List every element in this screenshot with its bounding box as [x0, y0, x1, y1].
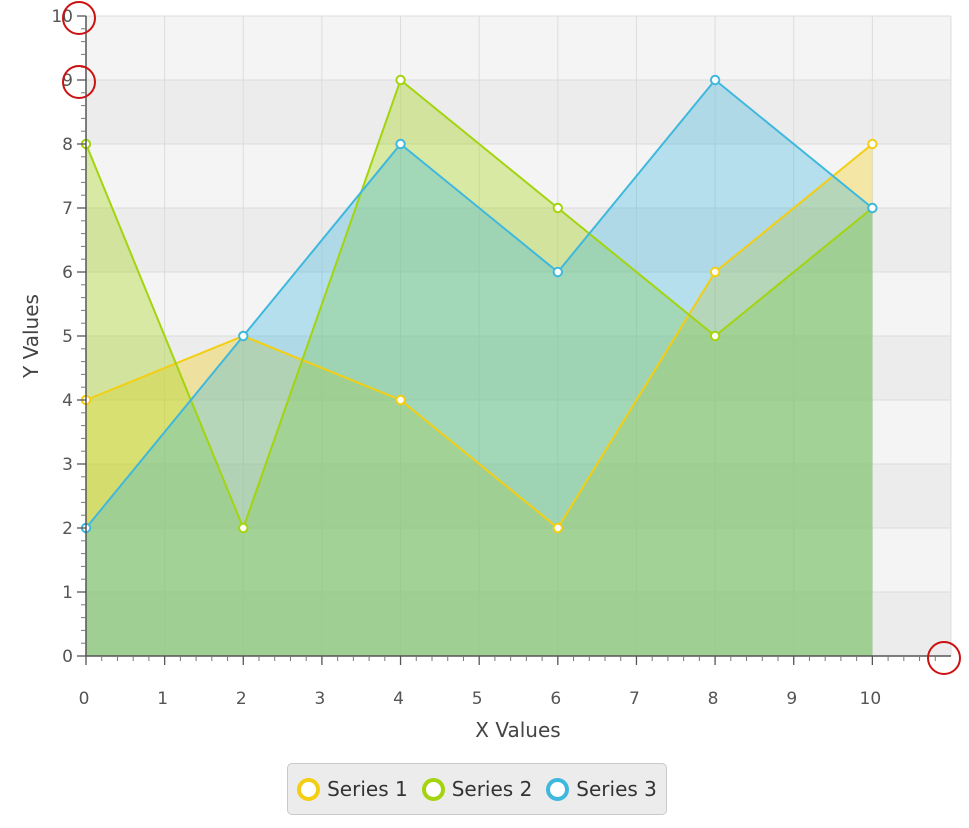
y-tick-label: 5: [62, 327, 73, 347]
data-point-series-3[interactable]: [709, 74, 721, 86]
y-tick-label: 8: [62, 135, 73, 155]
y-tick-label: 0: [62, 647, 73, 667]
line-series-1: [85, 143, 873, 530]
legend-symbol-icon: [421, 777, 445, 801]
data-point-series-3[interactable]: [238, 330, 249, 342]
x-tick-label: 2: [236, 689, 247, 709]
line-series-3: [85, 78, 873, 529]
data-point-series-3[interactable]: [867, 202, 878, 214]
x-tick-label: 1: [157, 689, 168, 709]
data-point-series-2[interactable]: [238, 522, 249, 534]
x-tick-label: 5: [472, 689, 483, 709]
legend-item-series-1[interactable]: Series 1: [297, 777, 408, 801]
highlight-circle: [927, 641, 961, 675]
line-series-2: [85, 78, 873, 531]
legend-label: Series 1: [327, 777, 408, 801]
series-lines: [85, 78, 873, 531]
series-areas: [86, 80, 873, 656]
legend-item-series-3[interactable]: Series 3: [546, 777, 657, 801]
highlight-markers: [62, 1, 961, 675]
legend-symbol-icon: [546, 777, 570, 801]
legend-symbol-icon: [297, 777, 321, 801]
area-series-2: [86, 80, 873, 656]
x-tick-label: 8: [708, 689, 719, 709]
x-tick-label: 9: [786, 689, 797, 709]
y-tick-label: 9: [62, 71, 73, 91]
data-point-series-1[interactable]: [867, 138, 878, 150]
data-point-series-1[interactable]: [552, 522, 564, 534]
legend: Series 1 Series 2 Series 3: [287, 763, 667, 815]
grid-band: [86, 336, 951, 400]
grid-band: [86, 592, 951, 656]
highlight-circle: [62, 65, 96, 99]
data-point-series-2[interactable]: [552, 202, 564, 214]
y-tick-label: 7: [62, 199, 73, 219]
x-tick-label: 0: [79, 689, 90, 709]
highlight-circle: [62, 1, 96, 35]
data-point-series-1[interactable]: [395, 394, 406, 406]
y-tick-label: 3: [62, 455, 73, 475]
y-tick-label: 6: [62, 263, 73, 283]
area-series-1: [86, 144, 873, 656]
x-tick-label: 4: [393, 689, 404, 709]
data-point-series-3[interactable]: [395, 138, 406, 150]
x-axis-title: X Values: [475, 718, 560, 742]
data-point-series-1[interactable]: [709, 266, 721, 278]
y-tick-label: 2: [62, 519, 73, 539]
x-tick-label: 10: [860, 689, 882, 709]
y-tick-label: 1: [62, 583, 73, 603]
x-tick-label: 3: [314, 689, 325, 709]
y-axis-title: Y Values: [19, 294, 43, 379]
data-point-series-2[interactable]: [709, 330, 721, 342]
legend-label: Series 2: [451, 777, 533, 801]
area-series-3: [86, 80, 873, 656]
data-point-series-3[interactable]: [552, 266, 564, 278]
y-tick-label: 4: [62, 391, 73, 411]
x-tick-label: 7: [629, 689, 640, 709]
legend-item-series-2[interactable]: Series 2: [421, 777, 533, 801]
data-point-series-2[interactable]: [395, 74, 406, 86]
series-points: [80, 74, 878, 534]
legend-label: Series 3: [576, 777, 657, 801]
x-tick-label: 6: [550, 689, 561, 709]
grid-band: [86, 80, 951, 144]
